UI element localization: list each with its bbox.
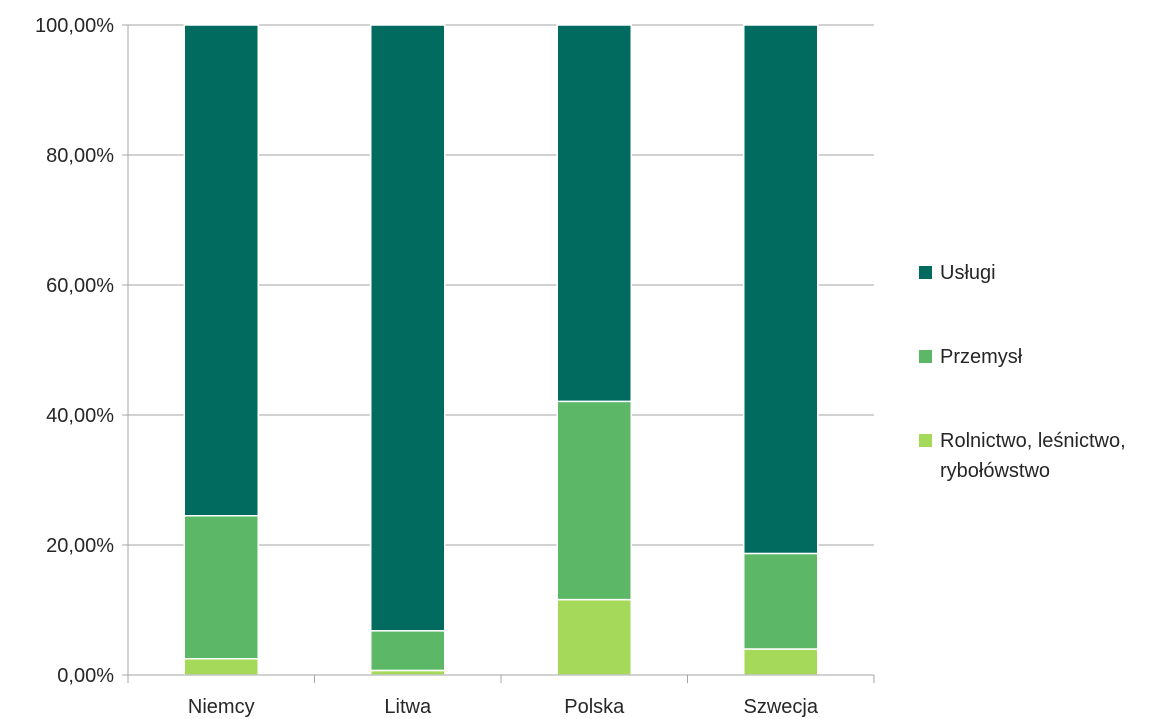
- bar-niemcy-rolnictwo-lesnictwo-rybolowstwo: [183, 658, 259, 676]
- bar-polska-uslugi: [556, 24, 632, 403]
- bar-litwa-uslugi: [370, 24, 446, 632]
- bar-szwecja-rolnictwo-lesnictwo-rybolowstwo: [743, 648, 819, 676]
- y-tick-label: 20,00%: [46, 535, 114, 557]
- legend-label-przemysl: Przemysł: [940, 346, 1023, 368]
- legend-swatch-przemysl: [919, 350, 932, 363]
- bar-polska-przemysl: [556, 400, 632, 601]
- legend-swatch-uslugi: [919, 266, 932, 279]
- y-tick-label: 80,00%: [46, 145, 114, 167]
- bar-litwa-przemysl: [370, 630, 446, 672]
- legend-label-rolnictwo-lesnictwo-rybolowstwo: Rolnictwo, leśnictwo, rybołówstwo: [940, 430, 1126, 482]
- legend: Usługi Przemysł Rolnictwo, leśnictwo, ryboł…: [919, 262, 1126, 482]
- bar-niemcy-przemysl: [183, 515, 259, 660]
- y-tick-label: 100,00%: [35, 15, 114, 37]
- bar-polska-rolnictwo-lesnictwo-rybolowstwo: [556, 598, 632, 676]
- x-tick-label: Polska: [564, 696, 625, 718]
- y-tick-label: 0,00%: [57, 665, 114, 687]
- y-tick-label: 40,00%: [46, 405, 114, 427]
- bars: [183, 24, 819, 676]
- axes: 0,00% 20,00% 40,00% 60,00% 80,00% 100,00% Niem…: [35, 15, 875, 718]
- x-tick-label: Szwecja: [744, 696, 819, 718]
- legend-swatch-rolnictwo-lesnictwo-rybolowstwo: [919, 434, 932, 447]
- y-tick-label: 60,00%: [46, 275, 114, 297]
- bar-szwecja-przemysl: [743, 552, 819, 650]
- bar-szwecja-uslugi: [743, 24, 819, 555]
- x-tick-label: Niemcy: [188, 696, 255, 718]
- x-tick-label: Litwa: [384, 696, 432, 718]
- legend-label-uslugi: Usługi: [940, 262, 996, 284]
- bar-niemcy-uslugi: [183, 24, 259, 517]
